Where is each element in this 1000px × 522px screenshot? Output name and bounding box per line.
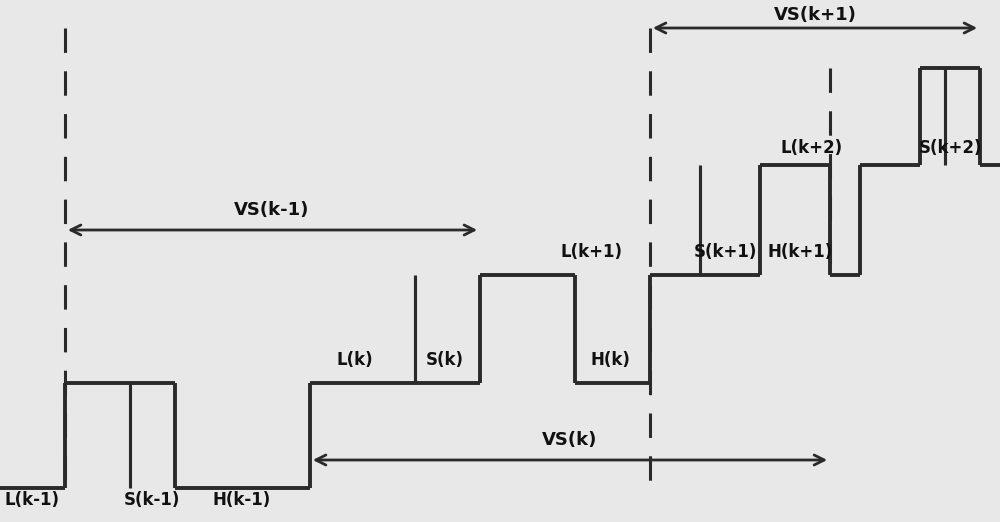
Text: L(k+2): L(k+2) — [781, 139, 843, 157]
Text: L(k): L(k) — [336, 351, 373, 369]
Text: S(k+1): S(k+1) — [693, 243, 757, 261]
Text: L(k+1): L(k+1) — [561, 243, 623, 261]
Text: VS(k+1): VS(k+1) — [774, 6, 856, 24]
Text: L(k-1): L(k-1) — [5, 491, 60, 509]
Text: H(k+1): H(k+1) — [767, 243, 833, 261]
Text: VS(k-1): VS(k-1) — [234, 201, 310, 219]
Text: S(k-1): S(k-1) — [124, 491, 180, 509]
Text: S(k+2): S(k+2) — [918, 139, 982, 157]
Text: H(k-1): H(k-1) — [213, 491, 271, 509]
Text: VS(k): VS(k) — [542, 431, 598, 449]
Text: H(k): H(k) — [590, 351, 630, 369]
Text: S(k): S(k) — [426, 351, 464, 369]
